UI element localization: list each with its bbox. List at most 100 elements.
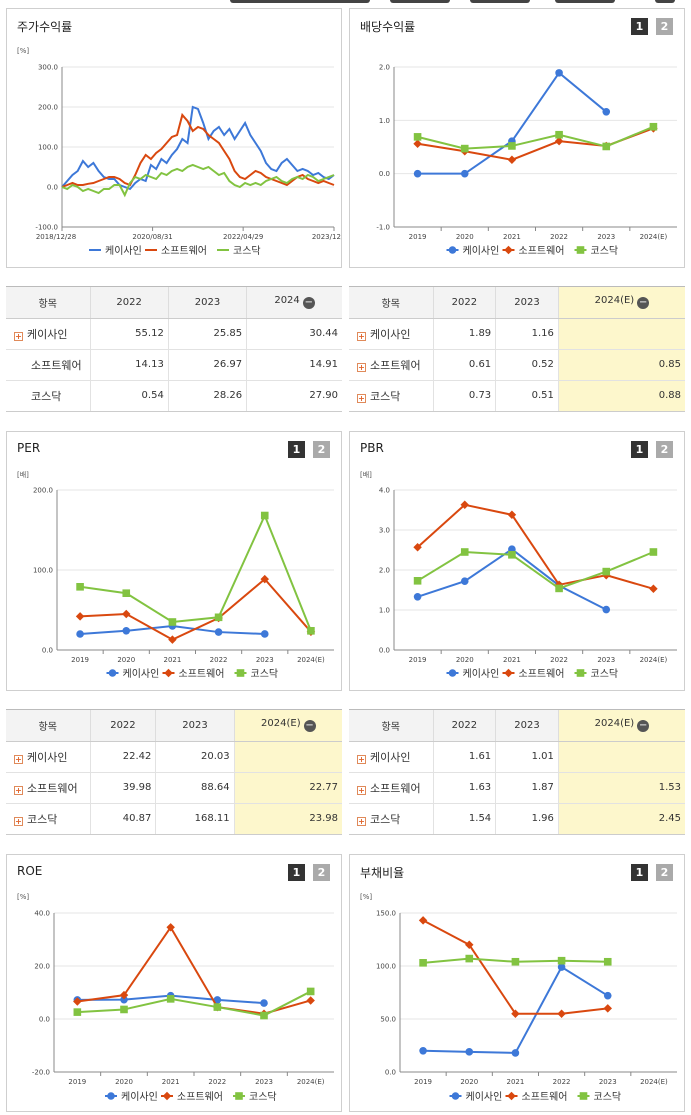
table-cell: 30.44 xyxy=(246,318,342,350)
table-row: + 소프트웨어 1.63 1.87 1.53 xyxy=(349,772,685,804)
table-cell: 1.16 xyxy=(495,318,559,350)
y-tick-label: 20.0 xyxy=(34,963,50,971)
column-header-label: 2022 xyxy=(116,296,142,308)
pbr-chart: 4.0 3.0 2.0 1.0 0.0 2019 2020 2021 2022 2023 2024(… xyxy=(379,487,677,680)
data-point-keisaein xyxy=(602,605,611,614)
table-cell: 0.52 xyxy=(495,349,559,381)
view-2-button[interactable]: 2 xyxy=(313,864,330,881)
view-1-button[interactable]: 1 xyxy=(288,441,305,458)
data-point-software xyxy=(465,940,474,950)
view-2-button[interactable]: 2 xyxy=(656,864,673,881)
data-point-kosdaq xyxy=(508,142,516,150)
column-header: 항목 xyxy=(349,710,433,742)
chart-panel-debt: 부채비율 1 2 [%] 150.0 100.0 50.0 0.0 2019 2020 20… xyxy=(349,854,685,1112)
row-label: + 소프트웨어 xyxy=(349,349,433,381)
expand-icon[interactable]: + xyxy=(14,331,23,341)
data-point-kosdaq xyxy=(649,548,658,556)
data-point-keisaein xyxy=(465,1048,474,1056)
expand-icon[interactable]: + xyxy=(357,331,366,341)
expand-icon[interactable]: + xyxy=(14,754,23,764)
table-cell: 0.85 xyxy=(557,349,685,381)
row-name: 케이사인 xyxy=(27,750,68,764)
table-dividend: 항목 2022 2023 2024(E) − + 케이사인 1.89 1.16 + 소프트웨어 0.6… xyxy=(349,286,685,412)
top-tab[interactable] xyxy=(390,0,450,3)
x-tick-label: 2020 xyxy=(117,656,135,664)
collapse-icon[interactable]: − xyxy=(637,720,650,733)
expand-icon[interactable]: + xyxy=(357,785,366,795)
view-2-button[interactable]: 2 xyxy=(313,441,330,458)
x-tick-label: 2023 xyxy=(597,233,615,241)
data-point-kosdaq xyxy=(307,627,315,635)
data-point-keisaein xyxy=(603,991,612,1000)
row-label: + 케이사인 xyxy=(6,318,90,350)
row-label: + 케이사인 xyxy=(6,741,90,773)
expand-icon[interactable]: + xyxy=(14,816,23,826)
series-line xyxy=(79,512,312,632)
y-tick-label: -20.0 xyxy=(32,1069,50,1077)
data-point-keisaein xyxy=(557,963,566,971)
data-point-software xyxy=(162,1091,172,1101)
expand-icon[interactable]: + xyxy=(357,362,366,372)
data-point-kosdaq xyxy=(213,1003,222,1011)
column-header: 2024− xyxy=(246,287,342,319)
row-name: 케이사인 xyxy=(370,327,411,341)
y-tick-label: 1.0 xyxy=(379,607,390,615)
collapse-icon[interactable]: − xyxy=(637,297,650,310)
legend-label: 소프트웨어 xyxy=(161,245,207,257)
column-header: 2022 xyxy=(89,710,156,742)
x-tick-label: 2019 xyxy=(409,656,427,664)
chart-panel-dividend: 배당수익률 1 2 2.0 1.0 0.0 -1.0 2019 2020 2021 2022 2… xyxy=(349,8,685,268)
table-row: + 케이사인 55.12 25.85 30.44 xyxy=(6,318,342,350)
y-tick-label: 200.0 xyxy=(38,104,58,112)
chart-title: 주가수익률 xyxy=(17,20,73,34)
data-point-software xyxy=(649,584,658,594)
x-tick-label: 2022 xyxy=(208,1078,226,1086)
data-point-software xyxy=(557,1009,566,1018)
x-tick-label: 2019 xyxy=(414,1078,432,1086)
view-1-button[interactable]: 1 xyxy=(631,18,648,35)
data-point-kosdaq xyxy=(168,618,177,626)
view-1-button[interactable]: 1 xyxy=(631,864,648,881)
column-header-label: 2023 xyxy=(514,296,540,308)
table-cell: 28.26 xyxy=(167,380,247,411)
x-tick-label: 2023 xyxy=(597,656,615,664)
expand-icon[interactable]: + xyxy=(14,785,23,795)
row-name: 코스닥 xyxy=(370,389,401,403)
expand-icon[interactable]: + xyxy=(357,393,366,403)
collapse-icon[interactable]: − xyxy=(303,720,316,733)
top-tab[interactable] xyxy=(555,0,615,3)
x-tick-label: 2021 xyxy=(162,1078,180,1086)
y-unit: [%] xyxy=(360,893,373,901)
top-tab[interactable] xyxy=(230,0,370,3)
data-point-kosdaq xyxy=(555,584,563,593)
collapse-icon[interactable]: − xyxy=(302,297,315,310)
view-1-button[interactable]: 1 xyxy=(631,441,648,458)
table-cell xyxy=(557,741,685,773)
expand-icon[interactable]: + xyxy=(357,816,366,826)
data-point-kosdaq xyxy=(122,589,131,597)
data-point-software xyxy=(260,574,269,584)
data-point-keisaein xyxy=(419,1047,427,1055)
data-point-software xyxy=(507,510,517,520)
top-tab[interactable] xyxy=(655,0,675,3)
chart-title: 부채비율 xyxy=(360,866,405,880)
chart-title: 배당수익률 xyxy=(360,20,416,34)
data-point-kosdaq xyxy=(260,1011,268,1020)
column-header-label: 2024(E) xyxy=(261,718,301,730)
view-2-button[interactable]: 2 xyxy=(656,18,673,35)
table-row: 소프트웨어 14.13 26.97 14.91 xyxy=(6,349,342,381)
expand-icon[interactable]: + xyxy=(357,754,366,764)
x-tick-label: 2020/08/31 xyxy=(132,233,172,241)
data-point-software xyxy=(119,990,129,1000)
view-1-button[interactable]: 1 xyxy=(288,864,305,881)
data-point-keisaein xyxy=(413,593,422,601)
x-tick-label: 2021 xyxy=(507,1078,525,1086)
table-per: 항목 2022 2023 2024(E) − + 케이사인 22.42 20.03 + 소프트웨어 3… xyxy=(6,709,342,835)
top-tab[interactable] xyxy=(470,0,530,3)
view-2-button[interactable]: 2 xyxy=(656,441,673,458)
series-line xyxy=(416,503,654,590)
data-point-kosdaq xyxy=(460,144,469,153)
column-header: 2022 xyxy=(432,710,496,742)
legend-label: 케이사인 xyxy=(121,1091,158,1103)
column-header-label: 2022 xyxy=(110,719,136,731)
